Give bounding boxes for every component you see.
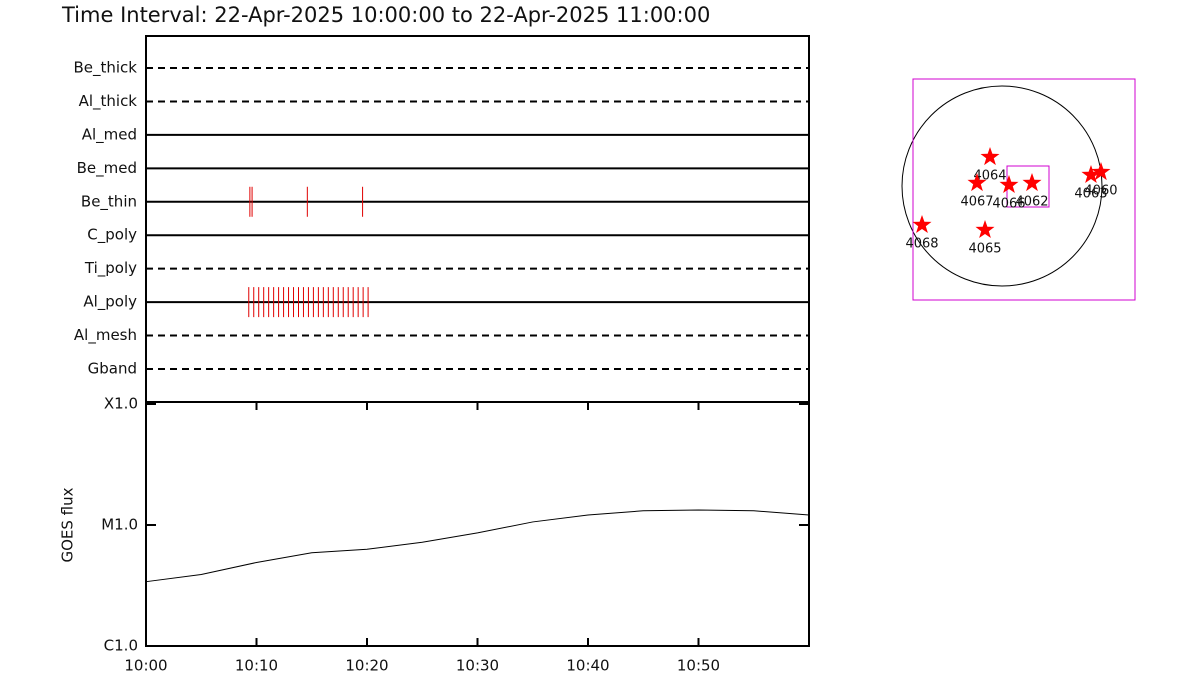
filter-label: Be_med	[77, 159, 137, 178]
y-tick-label: M1.0	[101, 516, 138, 534]
active-region	[967, 173, 987, 192]
x-tick-label: 10:40	[566, 657, 609, 675]
filter-label: Al_poly	[83, 293, 137, 312]
region-label: 4060	[1084, 184, 1117, 199]
field-of-view	[912, 78, 1136, 301]
filter-label: Al_med	[82, 125, 137, 144]
y-axis-label: GOES flux	[59, 487, 77, 562]
timeline-frame	[145, 35, 810, 403]
solar-disk	[901, 85, 1103, 287]
active-region	[912, 215, 932, 233]
filter-label: Be_thin	[81, 192, 137, 211]
filter-label: C_poly	[87, 226, 137, 245]
active-region	[1022, 173, 1042, 192]
active-region	[975, 220, 995, 238]
region-label: 4066	[992, 196, 1025, 211]
x-tick-label: 10:10	[235, 657, 278, 675]
region-label: 4062	[1015, 194, 1048, 209]
filter-label: Al_thick	[79, 92, 138, 111]
active-region	[1091, 162, 1111, 181]
active-region	[999, 175, 1019, 193]
x-tick-label: 10:20	[345, 657, 388, 675]
x-tick-label: 10:50	[677, 657, 720, 675]
active-region	[1081, 165, 1101, 183]
y-tick-label: X1.0	[104, 395, 138, 413]
active-region	[980, 147, 1000, 166]
filter-label: Ti_poly	[84, 259, 137, 278]
x-tick-label: 10:00	[124, 657, 167, 675]
filter-label: Be_thick	[73, 59, 137, 78]
x-tick-label: 10:30	[456, 657, 499, 675]
filter-label: Al_mesh	[74, 326, 137, 345]
region-label: 4067	[960, 194, 993, 209]
filter-label: Gband	[88, 360, 137, 378]
region-label: 4065	[968, 241, 1001, 256]
region-label: 4068	[905, 236, 938, 251]
chart-title: Time Interval: 22-Apr-2025 10:00:00 to 2…	[61, 3, 710, 27]
goes-frame	[145, 401, 810, 647]
region-label: 4063	[1074, 186, 1107, 201]
goes-curve	[145, 509, 810, 583]
y-tick-label: C1.0	[104, 637, 138, 655]
